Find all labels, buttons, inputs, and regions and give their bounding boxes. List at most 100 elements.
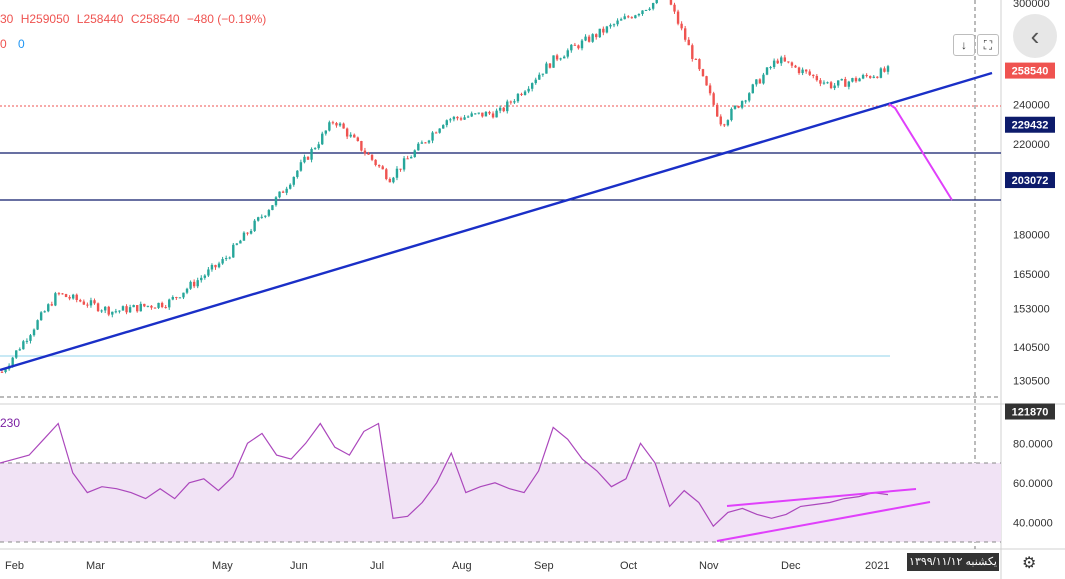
candle-body — [570, 44, 573, 51]
candle-body — [673, 4, 676, 12]
trend-line[interactable] — [0, 71, 993, 372]
candle-body — [324, 130, 327, 134]
candle-body — [192, 281, 196, 287]
candle-body — [79, 299, 82, 302]
projection-line[interactable] — [888, 103, 953, 201]
candle-body — [249, 230, 253, 234]
candle-body — [523, 91, 527, 95]
candle-body — [89, 300, 93, 306]
price-tick-label-7: 140500 — [1013, 342, 1050, 354]
candle-body — [71, 294, 75, 299]
candle-body — [338, 123, 342, 126]
candle-body — [267, 210, 271, 216]
candle-body — [256, 217, 260, 221]
candle-body — [310, 148, 313, 160]
candles-group — [0, 0, 890, 374]
fullscreen-button[interactable]: ⛶ — [977, 34, 999, 56]
candle-body — [64, 294, 68, 298]
back-chevron-icon[interactable]: ‹ — [1013, 14, 1057, 58]
candle-body — [175, 297, 178, 299]
candle-body — [182, 292, 185, 298]
candle-body — [847, 81, 851, 87]
candle-body — [559, 58, 562, 60]
candle-body — [584, 36, 587, 41]
time-tick-label-6: Sep — [534, 560, 554, 572]
candle-body — [776, 60, 779, 64]
candle-body — [762, 74, 765, 84]
candle-body — [114, 311, 118, 313]
rsi-band — [0, 463, 1001, 542]
price-labels: 258540 229432 203072 121870 — [1005, 62, 1055, 420]
candle-body — [342, 123, 345, 129]
download-button[interactable]: ↓ — [953, 34, 975, 56]
candle-body — [96, 303, 100, 312]
candle-body — [388, 179, 392, 183]
crosshair-date-label: یکشنبه ۱۳۹۹/۱۱/۱۲ — [907, 553, 999, 571]
candle-body — [701, 69, 705, 77]
price-label-3: 121870 — [1012, 407, 1049, 419]
candle-body — [513, 101, 516, 103]
time-tick-label-4: Jul — [370, 560, 384, 572]
rsi-line — [0, 422, 889, 528]
time-axis-ticks: Feb Mar May Jun Jul Aug Sep Oct Nov Dec 2021 — [5, 560, 889, 572]
rsi-channel-upper[interactable] — [726, 488, 917, 507]
candle-body — [299, 162, 303, 171]
candle-body — [111, 311, 114, 315]
candle-body — [242, 232, 246, 241]
candle-body — [765, 67, 769, 75]
candle-body — [844, 79, 847, 87]
price-tick-label-6: 153000 — [1013, 303, 1050, 315]
candle-body — [68, 297, 71, 299]
candle-body — [780, 57, 783, 64]
candle-body — [812, 74, 815, 76]
candle-body — [851, 78, 854, 82]
candle-body — [836, 80, 840, 86]
candle-body — [876, 76, 879, 78]
candle-body — [840, 79, 843, 81]
candle-body — [143, 303, 146, 307]
high-value: H259050 — [20, 12, 70, 26]
ticker-fragment: 30 — [0, 12, 14, 26]
candle-body — [157, 302, 160, 308]
candle-body — [217, 263, 221, 268]
candle-body — [61, 293, 64, 295]
candle-body — [203, 275, 207, 278]
candle-body — [11, 357, 14, 366]
candle-body — [470, 113, 473, 117]
time-tick-label-9: Dec — [781, 560, 801, 572]
candle-body — [502, 107, 505, 112]
candle-body — [292, 176, 295, 185]
candle-body — [869, 76, 872, 78]
candle-body — [121, 306, 125, 311]
candle-body — [530, 83, 534, 89]
candle-body — [740, 101, 744, 108]
candle-body — [239, 240, 242, 244]
gear-icon[interactable]: ⚙ — [1022, 555, 1037, 572]
low-value: L258440 — [76, 12, 124, 26]
candle-body — [420, 142, 424, 144]
candle-body — [676, 11, 680, 24]
candle-body — [829, 82, 833, 89]
candle-body — [160, 302, 164, 308]
candle-body — [100, 310, 103, 312]
rsi-channel-lower[interactable] — [716, 501, 931, 542]
rsi-tick-label-1: 60.0000 — [1013, 478, 1053, 490]
price-label-0: 258540 — [1012, 66, 1049, 78]
candle-body — [228, 257, 231, 259]
candle-body — [555, 55, 559, 60]
candle-body — [815, 75, 819, 81]
candle-body — [801, 69, 804, 74]
candle-body — [758, 79, 762, 84]
candle-body — [125, 306, 128, 313]
candle-body — [22, 341, 25, 350]
candle-body — [370, 154, 374, 160]
candle-body — [498, 107, 502, 111]
candle-body — [274, 197, 278, 206]
candle-body — [641, 10, 644, 15]
candle-body — [751, 84, 754, 94]
candle-body — [15, 350, 18, 358]
candle-body — [32, 329, 36, 336]
candle-body — [755, 79, 758, 85]
